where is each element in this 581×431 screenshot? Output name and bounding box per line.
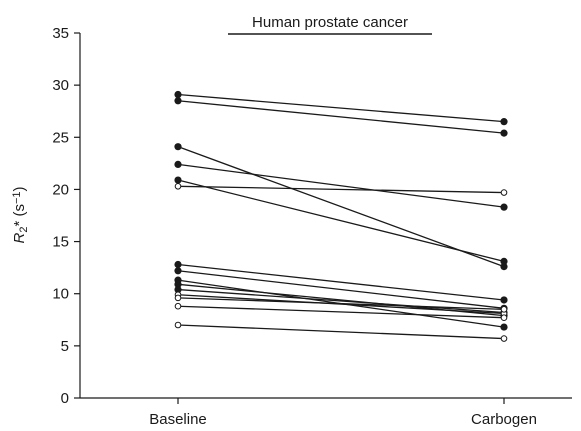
filled-data-point (500, 118, 508, 126)
filled-data-point (174, 97, 182, 105)
filled-data-point (500, 257, 508, 265)
series-line (177, 93, 505, 123)
y-axis-label-subscript: 2 (18, 227, 30, 233)
y-tick-label: 0 (61, 390, 69, 407)
filled-data-point (174, 143, 182, 151)
series-line (177, 263, 505, 301)
series-pair (174, 183, 508, 196)
y-tick-label: 10 (52, 286, 69, 303)
x-ticks: Baseline Carbogen (149, 398, 537, 428)
series-line (177, 297, 505, 311)
open-data-point (500, 306, 508, 313)
series-pair (174, 90, 508, 126)
axes (79, 33, 572, 399)
series-pair (174, 294, 508, 313)
series-line (177, 163, 505, 208)
series-pair (174, 321, 508, 342)
series-pair (174, 302, 508, 322)
series-line (177, 270, 505, 309)
open-data-point (500, 314, 508, 322)
series-pair (174, 97, 508, 137)
series-line (177, 305, 505, 319)
y-tick-label: 5 (61, 338, 69, 355)
series-line (177, 288, 505, 314)
open-data-point (174, 183, 182, 190)
series-line (177, 324, 505, 340)
series-line (177, 146, 505, 268)
y-tick-label: 15 (52, 234, 69, 251)
filled-data-point (174, 280, 182, 288)
open-data-point (500, 335, 508, 342)
series-line (177, 179, 505, 263)
open-data-point (174, 321, 182, 329)
filled-data-point (500, 263, 508, 271)
y-ticks: 0 5 10 15 20 25 30 35 (52, 25, 80, 407)
open-data-point (500, 189, 508, 196)
filled-data-point (174, 267, 182, 275)
series-pair (174, 160, 508, 211)
filled-data-point (174, 260, 182, 269)
filled-data-point (500, 129, 508, 137)
y-axis-label-suffix: * (s (11, 204, 28, 227)
svg-text:R2* (s−1): R2* (s−1) (11, 186, 31, 243)
open-data-point (174, 302, 182, 310)
y-tick-label: 35 (52, 25, 69, 42)
filled-data-point (174, 176, 182, 184)
series-line (177, 100, 505, 134)
filled-data-point (500, 296, 508, 304)
series-pair (174, 176, 508, 265)
y-axis-label-base: R (11, 233, 28, 244)
filled-data-point (174, 160, 182, 168)
filled-data-point (174, 90, 182, 99)
y-axis-label-close: ) (11, 186, 28, 191)
y-tick-label: 25 (52, 129, 69, 146)
series-pair (174, 143, 508, 271)
filled-data-point (174, 285, 182, 294)
filled-data-point (500, 323, 508, 331)
y-tick-label: 20 (52, 181, 69, 198)
filled-data-point (500, 203, 508, 211)
y-axis-label: R2* (s−1) (11, 186, 31, 243)
chart-title-text: Human prostate cancer (252, 14, 408, 31)
series-layer (174, 90, 508, 342)
series-pair (174, 267, 508, 312)
x-tick-label: Baseline (149, 411, 207, 428)
y-axis-label-superscript: −1 (11, 191, 23, 204)
series-line (177, 185, 505, 194)
open-data-point (174, 294, 182, 302)
chart-title: Human prostate cancer (228, 14, 432, 35)
y-tick-label: 30 (52, 77, 69, 94)
x-tick-label: Carbogen (471, 411, 537, 428)
series-pair (174, 260, 508, 304)
